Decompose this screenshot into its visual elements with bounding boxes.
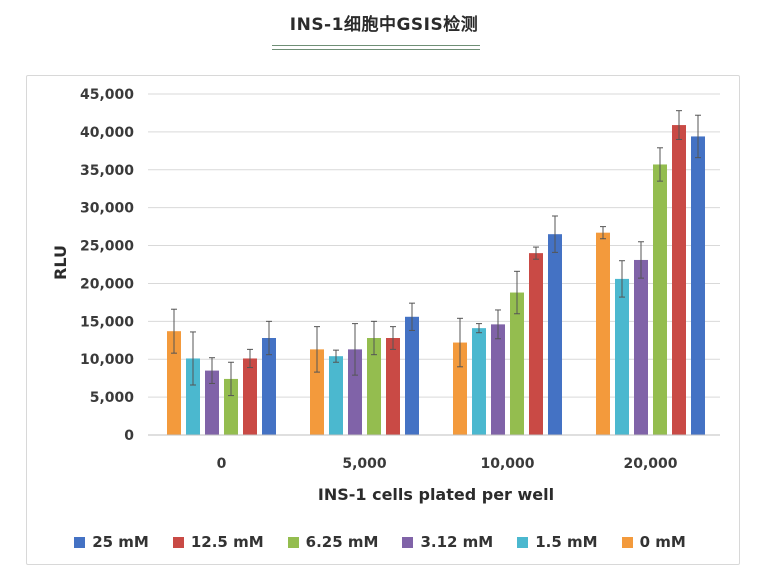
x-tick-label: 20,000: [623, 456, 677, 472]
legend-item: 6.25 mM: [287, 533, 379, 551]
bar-3-12-mmcat-0: [205, 370, 219, 435]
chart-legend: 25 mM 12.5 mM 6.25 mM 3.12 mM 1.5 mM 0 mM: [40, 531, 720, 553]
title-underline-second: [272, 49, 480, 50]
legend-label: 12.5 mM: [190, 533, 264, 551]
bars: [167, 125, 705, 436]
bar-1-5-mmcat-0: [186, 358, 200, 435]
bar-0-mmcat-3: [596, 232, 610, 435]
legend-swatch: [287, 536, 299, 548]
title-underline: [272, 45, 480, 46]
bar-25-mmcat-1: [405, 316, 419, 435]
page-title: INS-1细胞中GSIS检测: [289, 15, 479, 35]
bar-3-12-mmcat-1: [348, 349, 362, 435]
legend-swatch: [172, 536, 184, 548]
bar-12-5-mmcat-0: [243, 358, 257, 435]
legend-item: 12.5 mM: [172, 533, 264, 551]
bar-25-mmcat-2: [548, 234, 562, 435]
y-tick-label: 25,000: [80, 239, 134, 255]
legend-label: 3.12 mM: [420, 533, 494, 551]
bar-6-25-mmcat-0: [224, 378, 238, 435]
legend-item: 1.5 mM: [517, 533, 598, 551]
legend-label: 6.25 mM: [305, 533, 379, 551]
legend-label: 0 mM: [639, 533, 686, 551]
bar-25-mmcat-0: [262, 338, 276, 435]
x-tick-label: 10,000: [480, 456, 534, 472]
bar-12-5-mmcat-3: [672, 125, 686, 436]
bar-6-25-mmcat-2: [510, 292, 524, 435]
bar-6-25-mmcat-1: [367, 338, 381, 435]
bar-12-5-mmcat-1: [386, 338, 400, 435]
bar-0-mmcat-0: [167, 331, 181, 435]
bar-1-5-mmcat-2: [472, 328, 486, 435]
x-tick-label: 0: [217, 456, 227, 472]
y-tick-label: 10,000: [80, 352, 134, 368]
x-axis-tick-labels: 0 5,000 10,000 20,000: [217, 456, 678, 472]
legend-swatch: [621, 536, 633, 548]
bar-3-12-mmcat-2: [491, 324, 505, 435]
y-tick-label: 35,000: [80, 163, 134, 179]
legend-label: 25 mM: [92, 533, 149, 551]
y-axis-title: RLU: [51, 245, 70, 280]
bar-25-mmcat-3: [691, 136, 705, 436]
x-axis-title: INS-1 cells plated per well: [318, 485, 554, 504]
legend-swatch: [517, 536, 529, 548]
y-axis-tick-labels: 0 5,000 10,000 15,000 20,000 25,000 30,000 35,0…: [80, 87, 134, 444]
legend-item: 25 mM: [74, 533, 149, 551]
y-tick-label: 30,000: [80, 201, 134, 217]
y-tick-label: 40,000: [80, 125, 134, 141]
error-bars: [171, 110, 701, 397]
bar-6-25-mmcat-3: [653, 164, 667, 435]
y-tick-label: 45,000: [80, 87, 134, 103]
x-tick-label: 5,000: [342, 456, 387, 472]
bar-12-5-mmcat-2: [529, 253, 543, 435]
y-tick-label: 0: [124, 428, 134, 444]
bar-1-5-mmcat-3: [615, 278, 629, 435]
bar-3-12-mmcat-3: [634, 259, 648, 435]
legend-item: 3.12 mM: [402, 533, 493, 551]
y-tick-label: 5,000: [90, 390, 135, 406]
bar-0-mmcat-2: [453, 342, 467, 435]
bar-0-mmcat-1: [310, 349, 324, 435]
legend-label: 1.5 mM: [535, 533, 598, 551]
legend-swatch: [74, 536, 86, 548]
y-tick-label: 20,000: [80, 276, 134, 292]
y-tick-label: 15,000: [80, 314, 134, 330]
legend-swatch: [402, 536, 414, 548]
bar-1-5-mmcat-1: [329, 356, 343, 435]
legend-item: 0 mM: [621, 533, 686, 551]
